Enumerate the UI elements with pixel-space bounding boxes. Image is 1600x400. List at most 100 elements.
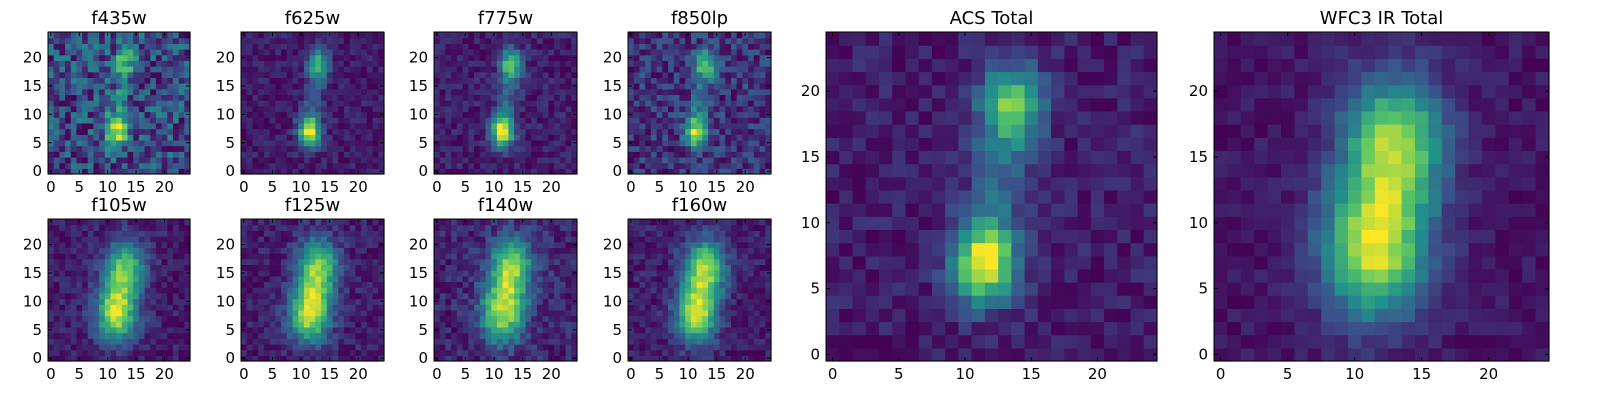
heatmap-cell bbox=[514, 236, 521, 243]
heatmap-cell bbox=[150, 355, 157, 362]
heatmap-cell bbox=[696, 338, 703, 345]
heatmap-cell bbox=[525, 139, 532, 147]
heatmap-cell bbox=[508, 145, 515, 152]
heatmap-cell bbox=[656, 332, 663, 339]
heatmap-cell bbox=[650, 88, 658, 96]
heatmap-cell bbox=[554, 139, 561, 147]
heatmap-cell bbox=[508, 111, 515, 118]
heatmap-cell bbox=[269, 122, 276, 130]
heatmap-cell bbox=[241, 66, 248, 73]
heatmap-cell bbox=[144, 349, 151, 356]
heatmap-cell bbox=[542, 54, 549, 61]
heatmap-cell bbox=[184, 66, 191, 73]
heatmap-cell bbox=[292, 253, 299, 260]
heatmap-cell bbox=[690, 162, 698, 169]
heatmap-cell bbox=[338, 355, 345, 362]
heatmap-cell bbox=[133, 100, 140, 107]
heatmap-cell bbox=[536, 49, 544, 56]
heatmap-cell bbox=[439, 236, 447, 243]
heatmap-cell bbox=[338, 343, 345, 351]
axes-frame bbox=[47, 31, 191, 175]
heatmap-cell bbox=[742, 304, 749, 311]
heatmap-cell bbox=[725, 122, 732, 130]
heatmap-cell bbox=[372, 162, 379, 169]
heatmap-cell bbox=[736, 128, 743, 135]
heatmap-cell bbox=[633, 168, 641, 175]
heatmap-cell bbox=[70, 338, 77, 345]
heatmap-cell bbox=[82, 309, 89, 317]
heatmap-cell bbox=[252, 258, 259, 266]
heatmap-cell bbox=[93, 349, 100, 356]
heatmap-cell bbox=[53, 111, 60, 118]
heatmap-cell bbox=[508, 230, 515, 237]
heatmap-cell bbox=[53, 292, 60, 300]
heatmap-cell bbox=[531, 304, 538, 311]
heatmap-cell bbox=[292, 349, 299, 356]
heatmap-cell bbox=[748, 145, 755, 152]
heatmap-cell bbox=[445, 49, 452, 56]
heatmap-cell bbox=[150, 60, 157, 67]
heatmap-cell bbox=[708, 298, 715, 305]
heatmap-cell bbox=[104, 270, 112, 277]
heatmap-cell bbox=[298, 253, 305, 260]
heatmap-cell bbox=[338, 281, 345, 288]
heatmap-cell bbox=[479, 122, 487, 130]
heatmap-cell bbox=[525, 128, 532, 135]
heatmap-cell bbox=[338, 111, 345, 118]
heatmap-cell bbox=[82, 100, 89, 107]
heatmap-cell bbox=[491, 326, 498, 334]
heatmap-cell bbox=[514, 241, 521, 248]
heatmap-cell bbox=[309, 355, 316, 362]
heatmap-cell bbox=[519, 111, 527, 118]
heatmap-cell bbox=[372, 32, 379, 39]
heatmap-cell bbox=[514, 100, 521, 107]
axes-frame bbox=[433, 218, 578, 362]
heatmap-cell bbox=[554, 247, 561, 254]
heatmap-cell bbox=[178, 54, 185, 61]
heatmap-cell bbox=[479, 134, 487, 141]
heatmap-cell bbox=[713, 128, 721, 135]
heatmap-cell bbox=[338, 349, 345, 356]
heatmap-cell bbox=[309, 111, 316, 118]
heatmap-cell bbox=[725, 309, 732, 317]
heatmap-cell bbox=[736, 88, 743, 96]
heatmap-cell bbox=[133, 270, 140, 277]
heatmap-cell bbox=[639, 54, 646, 61]
heatmap-cell bbox=[765, 162, 772, 169]
heatmap-cell bbox=[531, 168, 538, 175]
heatmap-cell bbox=[690, 77, 698, 84]
heatmap-cell bbox=[468, 145, 475, 152]
heatmap-cell bbox=[753, 156, 761, 164]
heatmap-cell bbox=[531, 32, 538, 39]
heatmap-cell bbox=[468, 156, 475, 164]
heatmap-cell bbox=[496, 281, 504, 288]
heatmap-cell bbox=[445, 326, 452, 334]
heatmap-cell bbox=[275, 230, 282, 237]
heatmap-cell bbox=[155, 139, 163, 147]
heatmap-cell bbox=[690, 168, 698, 175]
heatmap-cell bbox=[650, 304, 658, 311]
heatmap-cell bbox=[315, 32, 322, 39]
heatmap-cell bbox=[82, 298, 89, 305]
heatmap-cell bbox=[668, 134, 675, 141]
heatmap-cell bbox=[326, 139, 334, 147]
heatmap-cell bbox=[269, 349, 276, 356]
heatmap-cell bbox=[378, 60, 385, 67]
heatmap-cell bbox=[639, 270, 646, 277]
heatmap-cell bbox=[349, 298, 356, 305]
heatmap-cell bbox=[719, 88, 726, 96]
heatmap-cell bbox=[378, 49, 385, 56]
heatmap-cell bbox=[258, 287, 265, 294]
heatmap-cell bbox=[332, 134, 339, 141]
heatmap-cell bbox=[485, 219, 492, 226]
heatmap-cell bbox=[172, 77, 180, 84]
heatmap-cell bbox=[281, 88, 288, 96]
heatmap-cell bbox=[690, 94, 698, 101]
heatmap-cell bbox=[525, 105, 532, 113]
heatmap-cell bbox=[343, 100, 351, 107]
heatmap-cell bbox=[269, 77, 276, 84]
heatmap-cell bbox=[559, 66, 567, 73]
heatmap-cell bbox=[736, 139, 743, 147]
heatmap-cell bbox=[65, 43, 72, 50]
